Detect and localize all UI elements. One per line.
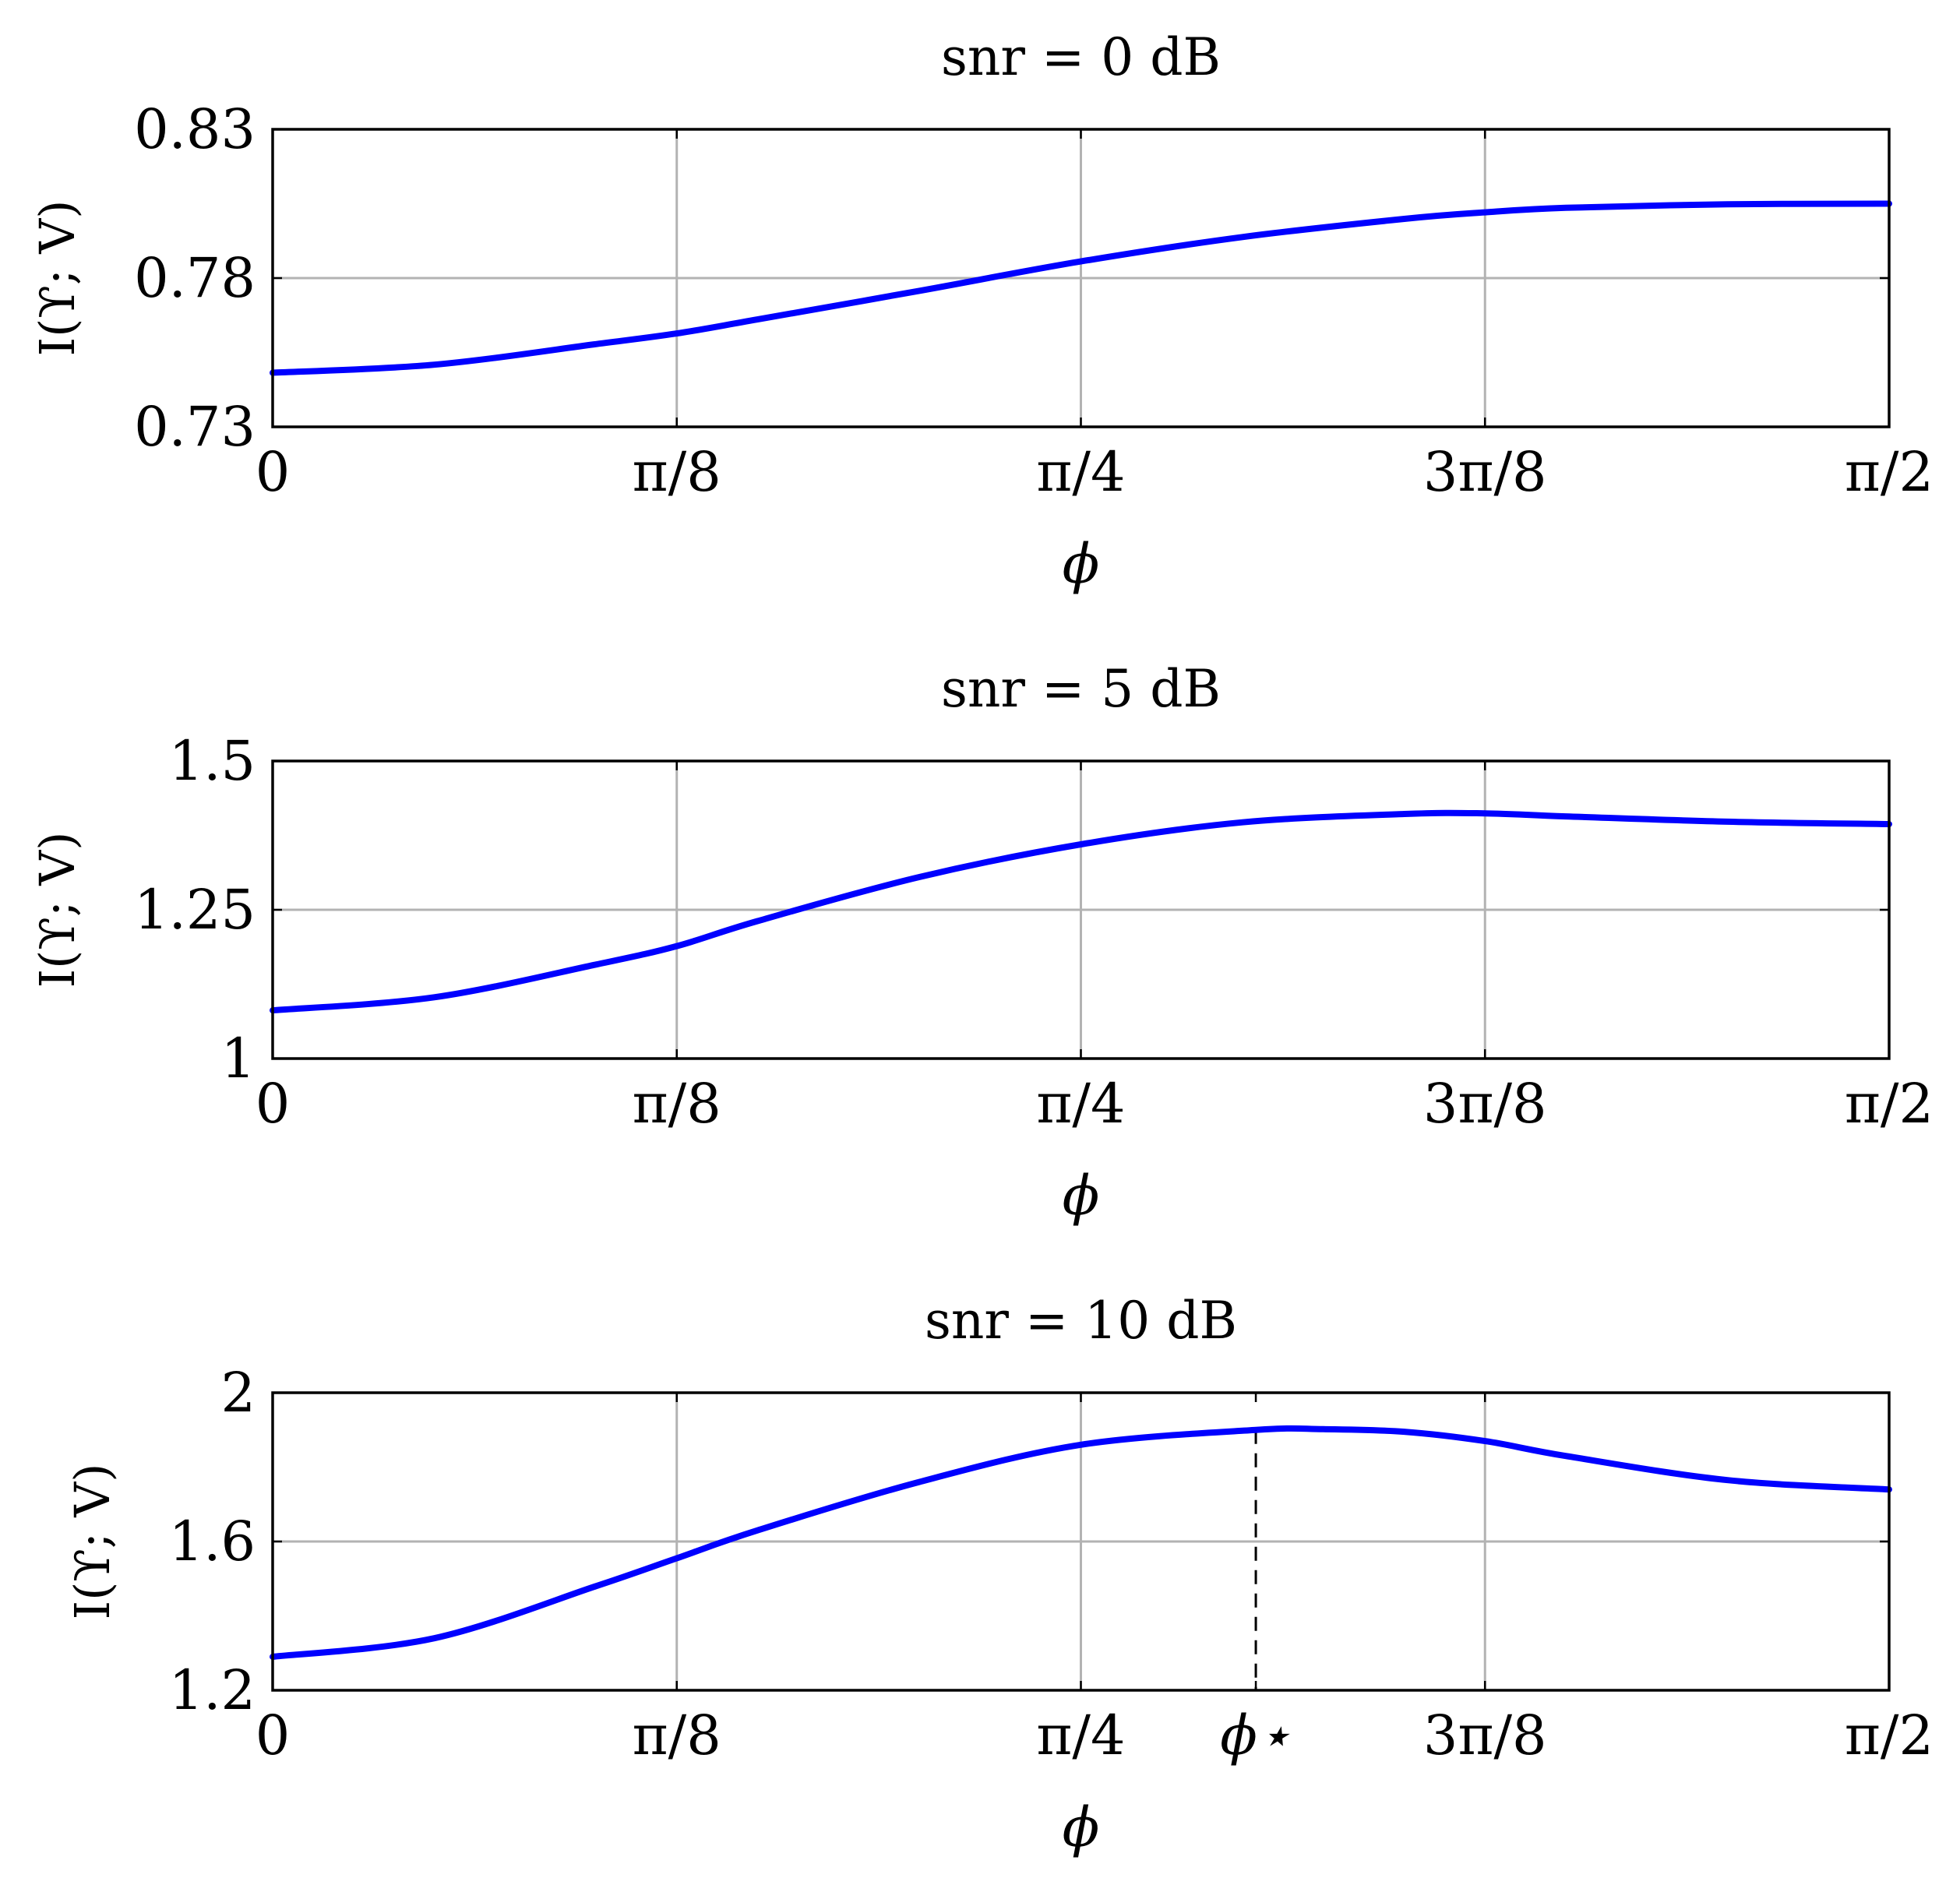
x-tick-label: 3π/8 [1423,440,1547,504]
y-tick-label: 1.6 [169,1510,256,1573]
x-axis-label: ϕ [1063,532,1100,596]
x-tick-label: 0 [256,440,291,504]
series-line [270,1425,1892,1660]
x-tick-label: π/8 [633,440,721,504]
y-axis-label: I(ϒ; V) [64,1464,121,1620]
chart-title: snr = 5 dB [941,659,1221,719]
x-tick-label: 0 [256,1072,291,1136]
y-tick-label: 1.2 [169,1658,256,1722]
x-tick-label: 0 [256,1704,291,1767]
chart-title: snr = 0 dB [941,27,1221,87]
x-tick-label: π/8 [633,1072,721,1136]
series-line [270,809,1892,1014]
plots-container: snr = 0 dB 0 π/8 π/4 3π/8 π/2 0.73 0.78 0.83 ϕ I(ϒ… [29,27,1934,1859]
x-axis-label: ϕ [1063,1164,1100,1228]
y-tick-label: 1.25 [134,878,256,942]
y-tick-label: 0.78 [134,246,256,310]
chart-title: snr = 10 dB [925,1291,1237,1351]
x-axis-label: ϕ [1063,1795,1100,1859]
y-tick-label: 1 [220,1027,256,1090]
x-tick-label: π/4 [1036,440,1125,504]
x-tick-label: π/8 [633,1704,721,1767]
x-tick-label: π/2 [1845,440,1934,504]
y-tick-label: 2 [220,1361,256,1425]
series-line [270,200,1892,376]
x-tick-label: π/2 [1845,1072,1934,1136]
x-tick-label: π/4 [1036,1704,1125,1767]
y-axis-label: I(ϒ; V) [29,832,86,988]
x-tick-label: 3π/8 [1423,1704,1547,1767]
y-axis-label: I(ϒ; V) [29,200,86,357]
y-tick-label: 0.83 [134,97,256,161]
chart-panel-3: snr = 10 dB 0 π/8 π/4 ϕ⋆ 3π/8 π/2 1.2 1.6 2 ϕ I(ϒ; … [64,1291,1934,1859]
chart-panel-2: snr = 5 dB 0 π/8 π/4 3π/8 π/2 1 1.25 1.5 ϕ I(ϒ; V) [29,659,1934,1228]
y-tick-label: 0.73 [134,395,256,459]
chart-panel-1: snr = 0 dB 0 π/8 π/4 3π/8 π/2 0.73 0.78 0.83 ϕ I(ϒ… [29,27,1934,596]
y-tick-label: 1.5 [169,729,256,793]
x-tick-label: π/4 [1036,1072,1125,1136]
x-tick-label: 3π/8 [1423,1072,1547,1136]
x-tick-label: ϕ⋆ [1220,1704,1292,1767]
x-tick-label: π/2 [1845,1704,1934,1767]
